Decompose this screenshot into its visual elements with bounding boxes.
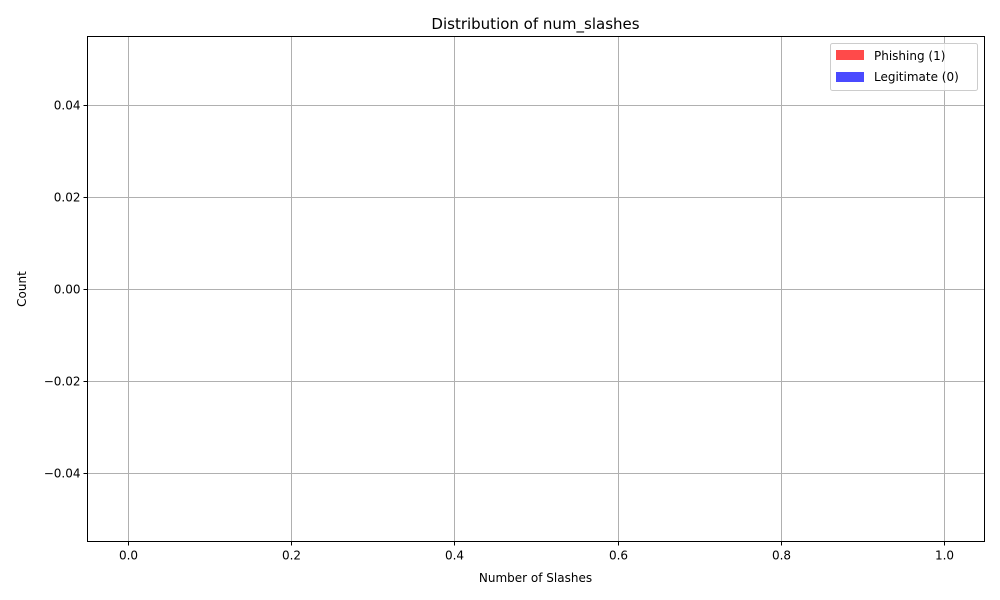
x-tick-label: 1.0 (935, 549, 954, 563)
x-tick-label: 0.2 (282, 549, 301, 563)
y-tick-label: −0.02 (44, 375, 81, 389)
legend-label-phishing: Phishing (1) (874, 49, 945, 63)
x-tick-label: 0.8 (772, 549, 791, 563)
y-tick-label: −0.04 (44, 467, 81, 481)
y-tick-label: 0.02 (54, 191, 81, 205)
y-axis-label: Count (15, 271, 29, 307)
legend-box (830, 43, 978, 91)
y-axis-ticks: −0.04 −0.02 0.00 0.02 0.04 (44, 99, 88, 481)
grid (87, 36, 985, 542)
legend-label-legitimate: Legitimate (0) (874, 70, 959, 84)
legend: Phishing (1) Legitimate (0) (830, 43, 978, 91)
x-axis-label: Number of Slashes (479, 571, 592, 585)
x-tick-label: 0.4 (445, 549, 464, 563)
y-tick-label: 0.00 (54, 283, 81, 297)
legend-swatch-phishing (836, 50, 864, 60)
chart-title: Distribution of num_slashes (431, 15, 639, 34)
x-axis-ticks: 0.0 0.2 0.4 0.6 0.8 1.0 (119, 541, 954, 563)
legend-swatch-legitimate (836, 72, 864, 82)
x-tick-label: 0.6 (609, 549, 628, 563)
y-tick-label: 0.04 (54, 99, 81, 113)
x-tick-label: 0.0 (119, 549, 138, 563)
